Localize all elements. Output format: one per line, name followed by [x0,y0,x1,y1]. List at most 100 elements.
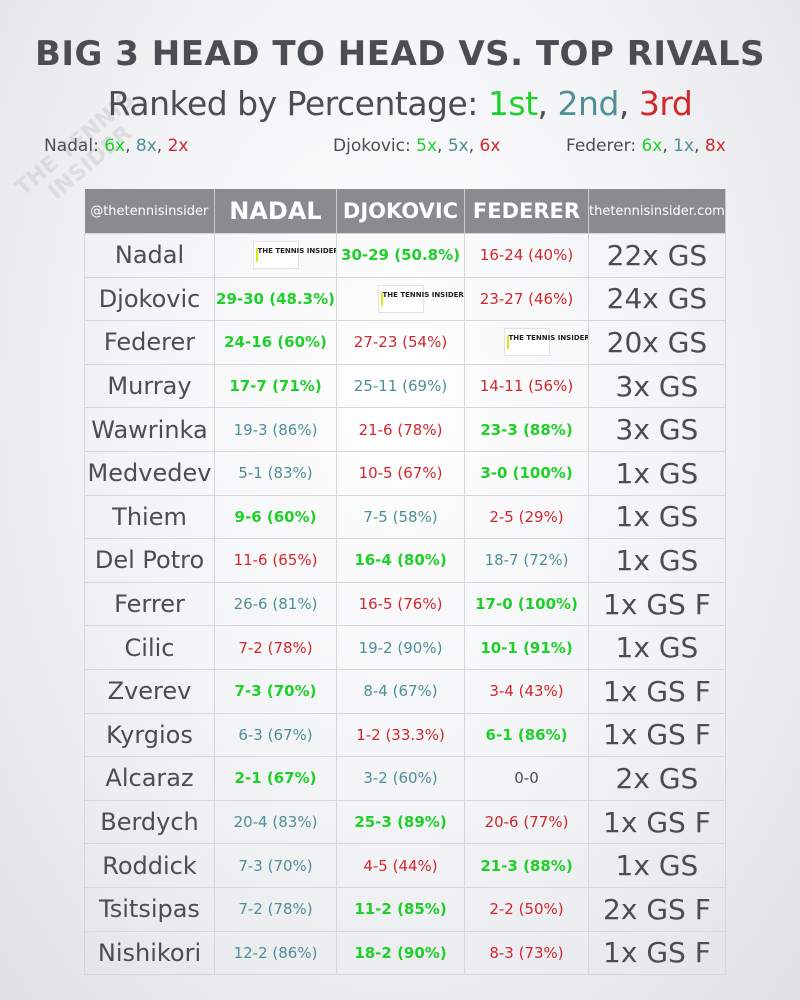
subtitle-prefix: Ranked by Percentage: [107,84,488,123]
record-federer: 2-2 (50%) [464,886,589,932]
logo-cell: THE TENNIS INSIDER [214,233,337,278]
legend-third: 2x [167,136,189,156]
subtitle-first: 1st [487,84,538,123]
record-djokovic: 25-3 (89%) [336,799,465,845]
legend-third: 8x [704,136,726,156]
table-body: Nadal THE TENNIS INSIDER 30-29 (50.8%) 16-2… [84,233,726,976]
header-website: thetennisinsider.com [588,189,726,234]
record-federer: 21-3 (88%) [464,843,589,888]
head-to-head-table: @thetennisinsider NADAL DJOKOVIC FEDERER… [84,189,726,976]
table-row: Cilic 7-2 (78%) 19-2 (90%) 10-1 (91%) 1x GS [84,625,726,670]
page-subtitle: Ranked by Percentage: 1st, 2nd, 3rd [0,84,800,123]
table-row: Del Potro 11-6 (65%) 16-4 (80%) 18-7 (72%) 1… [84,538,726,583]
record-federer: 2-5 (29%) [464,494,589,540]
grand-slam-count: 20x GS [588,320,726,365]
record-federer: 6-1 (86%) [464,712,589,758]
record-nadal: 6-3 (67%) [214,712,337,758]
record-nadal: 12-2 (86%) [214,930,337,976]
record-federer: 3-4 (43%) [464,668,589,714]
subtitle-third: 3rd [638,84,693,123]
record-djokovic: 7-5 (58%) [336,494,465,540]
header-federer: FEDERER [464,189,589,234]
legend-first: 6x [641,136,663,156]
record-djokovic: 27-23 (54%) [336,320,465,365]
table-row: Tsitsipas 7-2 (78%) 11-2 (85%) 2-2 (50%) 2x … [84,886,726,932]
player-name: Federer [84,320,215,365]
record-djokovic: 30-29 (50.8%) [336,233,465,278]
record-federer: 3-0 (100%) [464,450,589,496]
player-name: Alcaraz [84,756,215,801]
record-djokovic: 19-2 (90%) [336,625,465,670]
grand-slam-count: 1x GS F [588,799,726,845]
record-nadal: 11-6 (65%) [214,538,337,583]
legend-second: 8x [135,136,157,156]
record-djokovic: 4-5 (44%) [336,843,465,888]
grand-slam-count: 22x GS [588,233,726,278]
record-nadal: 17-7 (71%) [214,363,337,409]
record-federer: 23-27 (46%) [464,276,589,322]
player-name: Del Potro [84,538,215,583]
player-name: Nadal [84,233,215,278]
legend-second: 5x [447,136,469,156]
grand-slam-count: 2x GS [588,756,726,801]
logo-cell: THE TENNIS INSIDER [336,276,465,322]
record-nadal: 24-16 (60%) [214,320,337,365]
header-nadal: NADAL [214,189,337,234]
grand-slam-count: 1x GS [588,538,726,583]
grand-slam-count: 1x GS [588,843,726,888]
player-name: Zverev [84,668,215,714]
legend-first: 5x [416,136,438,156]
record-djokovic: 11-2 (85%) [336,886,465,932]
table-row: Djokovic 29-30 (48.3%) THE TENNIS INSIDER 2… [84,276,726,322]
subtitle-second: 2nd [557,84,620,123]
legend-name: Djokovic: [333,136,411,156]
legend-name: Federer: [566,136,637,156]
record-federer: 20-6 (77%) [464,799,589,845]
table-row: Zverev 7-3 (70%) 8-4 (67%) 3-4 (43%) 1x GS F [84,668,726,714]
grand-slam-count: 3x GS [588,407,726,452]
grand-slam-count: 24x GS [588,276,726,322]
record-nadal: 2-1 (67%) [214,756,337,801]
table-row: Nadal THE TENNIS INSIDER 30-29 (50.8%) 16-2… [84,233,726,278]
tennis-insider-logo: THE TENNIS INSIDER [503,328,588,357]
table-header-row: @thetennisinsider NADAL DJOKOVIC FEDERER… [84,189,726,234]
player-name: Tsitsipas [84,886,215,932]
table-row: Murray 17-7 (71%) 25-11 (69%) 14-11 (56%) 3x… [84,363,726,409]
header-handle: @thetennisinsider [84,189,215,234]
record-nadal: 9-6 (60%) [214,494,337,540]
legend-second: 1x [673,136,695,156]
record-federer: 17-0 (100%) [464,581,589,627]
record-djokovic: 25-11 (69%) [336,363,465,409]
grand-slam-count: 2x GS F [588,886,726,932]
player-name: Murray [84,363,215,409]
record-djokovic: 1-2 (33.3%) [336,712,465,758]
record-djokovic: 21-6 (78%) [336,407,465,452]
player-name: Berdych [84,799,215,845]
record-djokovic: 10-5 (67%) [336,450,465,496]
grand-slam-count: 1x GS F [588,712,726,758]
record-federer: 18-7 (72%) [464,538,589,583]
table-row: Roddick 7-3 (70%) 4-5 (44%) 21-3 (88%) 1x GS [84,843,726,888]
record-nadal: 19-3 (86%) [214,407,337,452]
grand-slam-count: 1x GS F [588,668,726,714]
player-name: Ferrer [84,581,215,627]
record-nadal: 7-3 (70%) [214,668,337,714]
subtitle-sep: , [618,84,639,123]
table-row: Federer 24-16 (60%) 27-23 (54%) THE TENNIS … [84,320,726,365]
page-title: BIG 3 HEAD TO HEAD VS. TOP RIVALS [34,34,766,74]
record-nadal: 29-30 (48.3%) [214,276,337,322]
header-djokovic: DJOKOVIC [336,189,465,234]
legend-name: Nadal: [44,136,99,156]
record-djokovic: 16-5 (76%) [336,581,465,627]
record-djokovic: 3-2 (60%) [336,756,465,801]
player-name: Medvedev [84,450,215,496]
record-nadal: 26-6 (81%) [214,581,337,627]
player-name: Djokovic [84,276,215,322]
grand-slam-count: 3x GS [588,363,726,409]
tennis-insider-logo: THE TENNIS INSIDER [252,241,336,270]
player-name: Nishikori [84,930,215,976]
grand-slam-count: 1x GS [588,625,726,670]
record-nadal: 7-2 (78%) [214,625,337,670]
record-federer: 23-3 (88%) [464,407,589,452]
record-nadal: 20-4 (83%) [214,799,337,845]
